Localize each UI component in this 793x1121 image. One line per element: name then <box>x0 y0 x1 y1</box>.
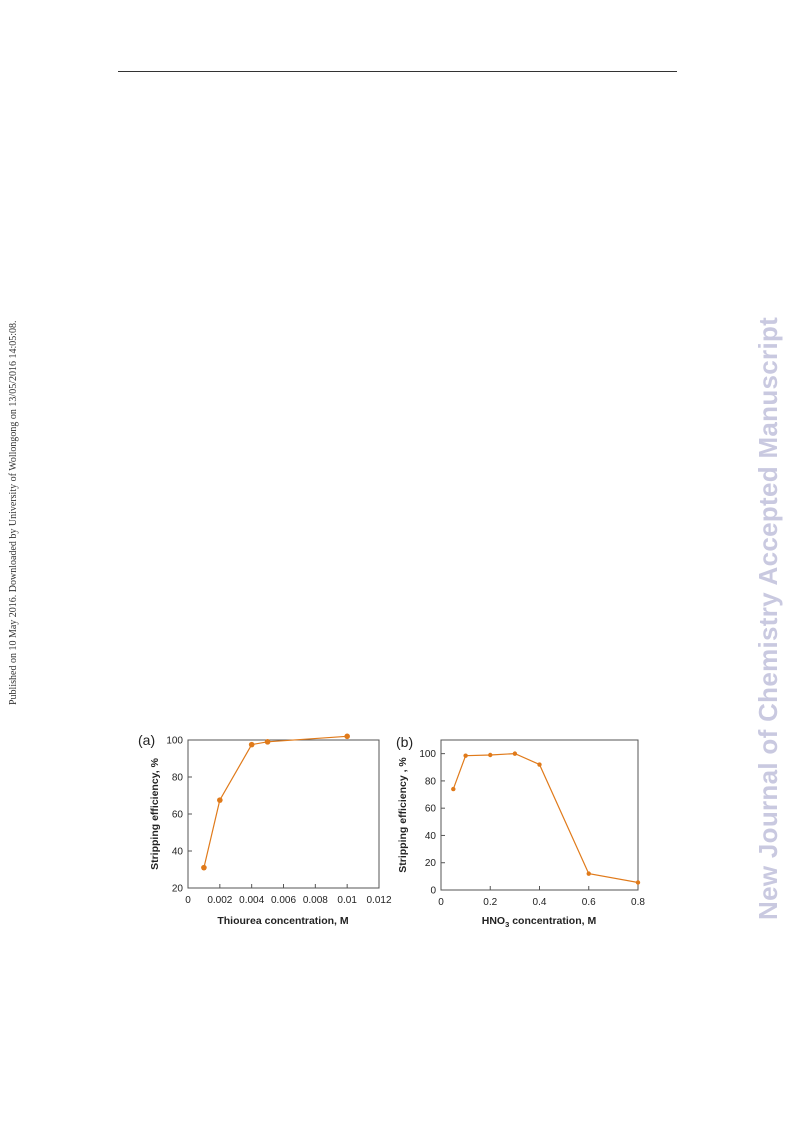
x-axis-label-b: HNO3 concentration, M <box>482 915 597 928</box>
series-line-a <box>203 735 348 868</box>
panel-label-b: (b) <box>396 734 413 750</box>
data-point-a <box>217 797 223 803</box>
data-point-b <box>537 762 542 767</box>
y-tick-label-b: 80 <box>425 776 437 787</box>
data-point-b <box>463 753 468 758</box>
y-tick-label-a: 80 <box>172 773 184 784</box>
series-line-b <box>452 752 639 884</box>
y-tick-label-b: 0 <box>430 886 436 897</box>
y-tick-label-b: 40 <box>425 831 437 842</box>
publication-note: Published on 10 May 2016. Downloaded by … <box>8 320 19 705</box>
x-tick-label-b: 0.8 <box>631 897 645 908</box>
data-point-a <box>344 733 350 740</box>
y-tick-label-b: 20 <box>425 858 437 869</box>
x-tick-label-a: 0.004 <box>239 895 264 906</box>
y-tick-label-b: 60 <box>425 804 437 815</box>
x-tick-label-a: 0.012 <box>366 895 391 906</box>
x-tick-label-b: 0.2 <box>483 897 497 908</box>
y-tick-label-a: 60 <box>172 810 184 821</box>
x-tick-label-a: 0.006 <box>271 895 296 906</box>
y-tick-label-a: 100 <box>166 736 183 747</box>
x-tick-label-b: 0.6 <box>582 897 596 908</box>
data-point-b <box>635 880 641 885</box>
data-point-a <box>264 739 271 745</box>
data-point-b <box>512 751 518 756</box>
data-point-a <box>201 864 207 871</box>
x-tick-label-a: 0.01 <box>337 895 357 906</box>
x-tick-label-b: 0 <box>438 897 444 908</box>
panel-label-a: (a) <box>138 732 155 748</box>
y-axis-label-a: Stripping efficiency, % <box>149 757 161 869</box>
y-axis-label-b: Stripping efficiency , % <box>397 757 409 873</box>
chart-a-thiourea: (a) 20 40 60 80 100 0 0.002 0.004 0.006 0.008 0.0… <box>138 732 392 927</box>
y-tick-label-a: 40 <box>172 847 184 858</box>
x-axis-label-a: Thiourea concentration, M <box>217 915 349 927</box>
header-rule <box>118 71 677 72</box>
y-tick-label-b: 100 <box>419 749 436 760</box>
data-point-b <box>488 752 493 758</box>
journal-watermark: New Journal of Chemistry Accepted Manusc… <box>753 316 783 920</box>
x-tick-label-a: 0 <box>185 895 191 906</box>
x-tick-label-b: 0.4 <box>533 897 547 908</box>
data-point-a <box>248 741 255 748</box>
x-tick-label-a: 0.002 <box>207 895 232 906</box>
data-point-b <box>451 786 456 792</box>
y-tick-label-a: 20 <box>172 884 184 895</box>
data-point-b <box>586 871 591 876</box>
x-tick-label-a: 0.008 <box>303 895 328 906</box>
chart-b-hno3: (b) 0 20 40 60 80 100 0 0.2 0.4 0.6 0.8 HNO3 conc… <box>396 734 645 928</box>
